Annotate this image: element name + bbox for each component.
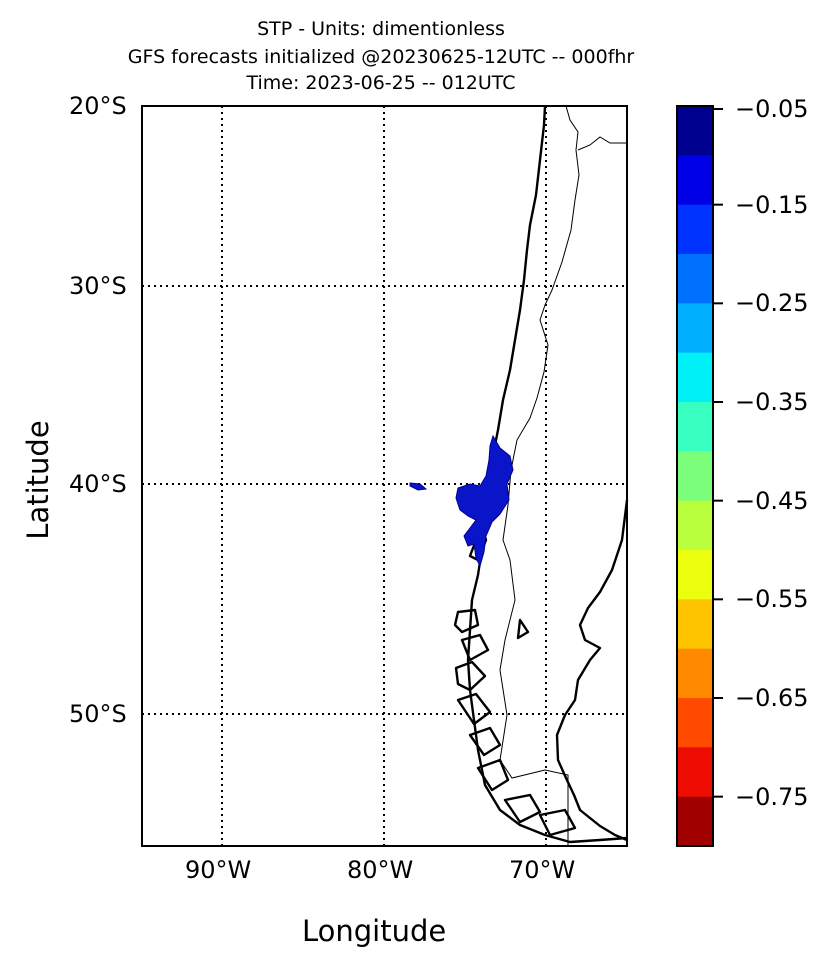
fjord-islands-9: [516, 618, 530, 640]
colorbar-segment: [677, 648, 713, 699]
colorbar-segment: [677, 550, 713, 600]
colorbar-segment: [677, 747, 713, 798]
colorbar-segment: [677, 352, 713, 403]
fjord-islands-2: [460, 633, 490, 662]
colorbar-segment: [677, 599, 713, 650]
colorbar-ticks: [713, 108, 723, 798]
colorbar-segment: [677, 155, 713, 206]
fjord-islands-4: [456, 692, 492, 726]
colorbar-segment: [677, 204, 713, 255]
lon-tick-90w: 90°W: [185, 856, 252, 884]
lat-tick-50s: 50°S: [69, 700, 127, 728]
colorbar-segment: [677, 796, 713, 847]
fjord-islands-8: [538, 808, 577, 837]
fjord-islands-7: [503, 793, 542, 824]
lon-tick-80w: 80°W: [347, 856, 414, 884]
stp-feature-main: [455, 434, 514, 568]
map-frame: [141, 105, 628, 847]
lon-tick-70w: 70°W: [509, 856, 576, 884]
colorbar-segment: [677, 500, 713, 551]
colorbar-tick-label: −0.45: [735, 486, 809, 515]
colorbar-segment: [677, 698, 713, 748]
colorbar-tick-label: −0.15: [735, 190, 809, 219]
colorbar-tick-label: −0.25: [735, 289, 809, 318]
title-line-2: GFS forecasts initialized @20230625-12UT…: [127, 46, 635, 68]
colorbar-tick-label: −0.35: [735, 388, 809, 416]
stp-feature-speck: [409, 482, 428, 491]
colorbar-tick-label: −0.65: [735, 684, 809, 712]
colorbar-segment: [677, 303, 713, 354]
lat-tick-30s: 30°S: [69, 272, 127, 300]
x-axis-title: Longitude: [302, 914, 447, 948]
stp-feature: [409, 434, 514, 568]
lat-tick-40s: 40°S: [69, 470, 127, 498]
colorbar-segment: [677, 402, 713, 452]
colorbar-segment: [677, 451, 713, 502]
colorbar-tick-label: −0.55: [735, 585, 809, 614]
atlantic-coast: [555, 499, 629, 842]
colorbar: [677, 106, 713, 847]
colorbar-segment: [677, 106, 713, 156]
title-line-3: Time: 2023-06-25 -- 012UTC: [246, 72, 516, 94]
y-axis-title: Latitude: [21, 420, 55, 540]
fjord-islands-3: [454, 660, 487, 692]
colorbar-frame: [676, 105, 714, 847]
colorbar-segment: [677, 254, 713, 304]
bolivia-border: [577, 136, 627, 151]
chile-argentina-border: [499, 105, 580, 846]
fjord-islands-6: [476, 758, 510, 792]
fjord-islands-1: [453, 608, 480, 634]
title-line-1: STP - Units: dimentionless: [257, 18, 505, 40]
colorbar-tick-label: −0.75: [735, 782, 809, 811]
colorbar-tick-label: −0.05: [735, 95, 809, 123]
lat-tick-20s: 20°S: [69, 92, 127, 120]
country-borders: [499, 105, 627, 846]
fjord-islands-5: [468, 726, 502, 757]
